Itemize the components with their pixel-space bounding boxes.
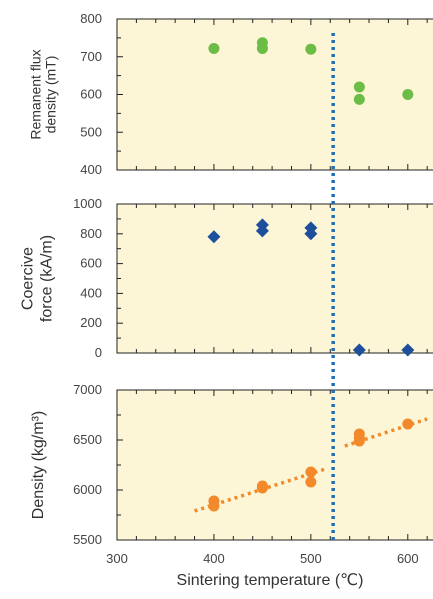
data-point — [305, 466, 317, 478]
y-tick-label: 6000 — [73, 482, 102, 497]
data-point — [207, 230, 221, 244]
y-tick-label: 600 — [80, 256, 102, 271]
y-tick-label: 800 — [80, 11, 102, 26]
y-axis-title: Coercive — [20, 247, 37, 310]
data-point — [305, 476, 317, 488]
data-point — [352, 343, 366, 357]
data-point — [353, 435, 365, 447]
y-tick-label: 200 — [80, 315, 102, 330]
panels-layer: 800 700 600 500 400 Remanent flux density (mT)… — [20, 11, 433, 589]
panel-1: 800 700 600 500 400 Remanent flux density (mT) — [28, 11, 433, 177]
plot-area — [116, 203, 433, 354]
panel-2: 1000 800 600 400 200 0 Coercive force (kA/m) — [20, 196, 433, 360]
data-point — [256, 42, 268, 54]
plot-area — [116, 18, 433, 171]
data-point — [305, 43, 317, 55]
y-axis-title: density (mT) — [43, 56, 59, 134]
y-tick-label: 7000 — [73, 382, 102, 397]
y-tick-label: 5500 — [73, 532, 102, 547]
y-tick-label: 0 — [95, 345, 102, 360]
y-tick-label: 400 — [80, 162, 102, 177]
plot-area — [116, 389, 433, 541]
y-tick-label: 600 — [80, 87, 102, 102]
data-point — [353, 81, 365, 93]
x-tick-label: 400 — [203, 551, 225, 566]
y-axis-title: force (kA/m) — [39, 235, 56, 322]
data-point — [402, 418, 414, 430]
y-tick-label: 6500 — [73, 432, 102, 447]
data-point — [255, 224, 269, 238]
y-axis-title: Density (kg/m³) — [30, 411, 47, 519]
y-tick-label: 800 — [80, 226, 102, 241]
y-tick-label: 400 — [80, 285, 102, 300]
x-tick-label: 600 — [397, 551, 419, 566]
x-tick-label: 300 — [106, 551, 128, 566]
x-tick-label: 500 — [300, 551, 322, 566]
data-point — [353, 93, 365, 105]
y-tick-label: 500 — [80, 124, 102, 139]
data-point — [401, 343, 415, 357]
data-point — [402, 89, 414, 100]
data-point — [208, 500, 220, 512]
data-point — [256, 482, 268, 494]
panel-3: 7000 6500 6000 5500 Density (kg/m³) — [30, 382, 433, 547]
data-point — [304, 227, 318, 241]
data-point — [208, 42, 220, 54]
y-tick-label: 1000 — [73, 196, 102, 211]
y-tick-label: 700 — [80, 49, 102, 64]
y-axis-title: Remanent flux — [28, 49, 44, 139]
x-axis-title: Sintering temperature (℃) — [177, 572, 364, 589]
